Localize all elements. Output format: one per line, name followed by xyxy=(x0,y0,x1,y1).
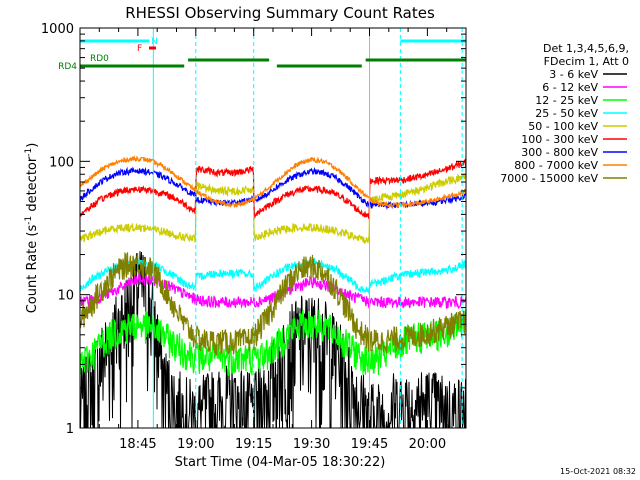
series-line-5 xyxy=(79,173,467,244)
y-label-exp-1: -1 xyxy=(24,216,34,225)
legend-label: 300 - 800 keV xyxy=(521,146,598,159)
legend-label: 7000 - 15000 keV xyxy=(500,172,598,185)
x-axis-ticks: 18:45 19:00 19:15 19:30 19:45 20:00 xyxy=(98,28,448,452)
y-tick-label: 10 xyxy=(57,289,74,304)
x-tick-label: 19:45 xyxy=(351,437,388,452)
series-line-2 xyxy=(80,273,467,310)
chart-title: RHESSI Observing Summary Count Rates xyxy=(125,4,435,22)
f-label: F xyxy=(137,44,142,54)
x-tick-label: 19:15 xyxy=(235,437,272,452)
legend-label: 3 - 6 keV xyxy=(549,68,598,81)
legend-label: 100 - 300 keV xyxy=(521,133,598,146)
x-tick-label: 20:00 xyxy=(409,437,446,452)
legend-label: 25 - 50 keV xyxy=(535,107,598,120)
y-label-part-3: ) xyxy=(25,143,40,148)
series-layer xyxy=(79,155,467,429)
x-tick-label: 19:00 xyxy=(177,437,214,452)
series-line-6 xyxy=(79,158,467,220)
y-label-part-1: Count Rate (s xyxy=(25,225,40,314)
series-line-9 xyxy=(79,251,467,356)
y-tick-label: 100 xyxy=(49,155,74,170)
x-tick-label: 19:30 xyxy=(293,437,330,452)
flags-layer: RD0 RD4 FN xyxy=(58,37,466,72)
legend-header-line-2: FDecim 1, Att 0 xyxy=(544,55,629,68)
y-label-part-2: detector xyxy=(25,156,40,216)
y-axis-label: Count Rate (s-1 detector-1) xyxy=(24,143,40,314)
legend-header-line-1: Det 1,3,4,5,6,9, xyxy=(543,42,629,55)
series-line-8 xyxy=(79,155,467,209)
y-tick-label: 1000 xyxy=(41,22,74,37)
legend-label: 800 - 7000 keV xyxy=(514,159,598,172)
legend-label: 6 - 12 keV xyxy=(542,81,598,94)
rd4-label: RD4 xyxy=(58,62,77,72)
n-label: N xyxy=(151,37,158,47)
y-tick-label: 1 xyxy=(66,422,74,437)
x-tick-label: 18:45 xyxy=(119,437,156,452)
footer-timestamp: 15-Oct-2021 08:32 xyxy=(560,467,636,476)
legend-label: 50 - 100 keV xyxy=(528,120,598,133)
x-axis-label: Start Time (04-Mar-05 18:30:22) xyxy=(175,455,386,470)
rd0-label: RD0 xyxy=(90,54,109,64)
legend-label: 12 - 25 keV xyxy=(535,94,598,107)
y-axis-ticks: 1 10 100 1000 xyxy=(41,22,466,437)
series-line-3 xyxy=(79,309,467,377)
y-label-exp-2: -1 xyxy=(24,148,34,157)
